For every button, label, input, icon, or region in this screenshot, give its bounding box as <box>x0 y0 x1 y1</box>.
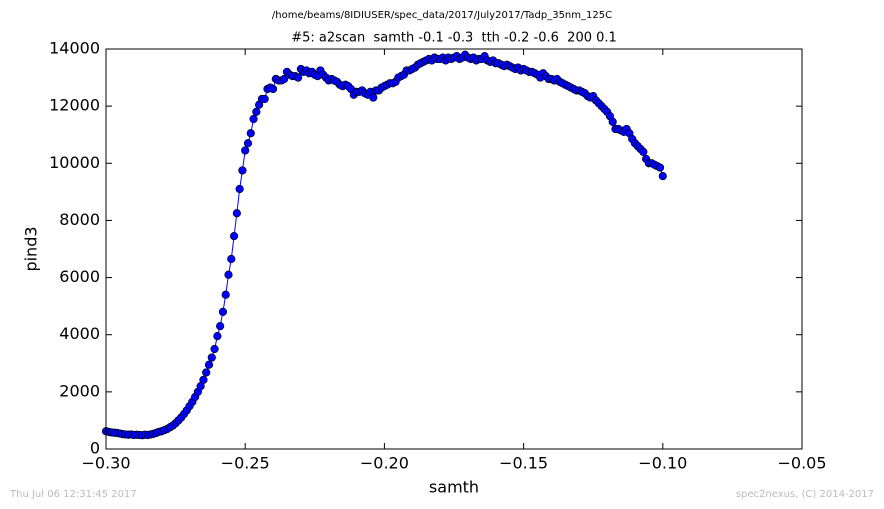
x-tick-label: −0.25 <box>221 454 270 473</box>
y-tick-label: 0 <box>90 439 100 458</box>
y-tick-label: 4000 <box>59 324 100 343</box>
data-point <box>260 94 269 104</box>
data-point <box>202 368 211 377</box>
data-point <box>235 184 244 194</box>
x-tick-label: −0.10 <box>638 454 687 473</box>
data-point <box>246 129 255 138</box>
data-point <box>204 360 214 369</box>
data-point <box>268 84 278 94</box>
data-point <box>229 232 239 241</box>
data-point <box>213 332 222 341</box>
footer-left: Thu Jul 06 12:31:45 2017 <box>9 489 137 500</box>
footer-right: spec2nexus, (C) 2014-2017 <box>736 489 874 500</box>
data-point <box>655 163 665 172</box>
data-point <box>243 139 253 148</box>
x-tick-label: −0.20 <box>360 454 409 473</box>
data-point <box>232 209 241 218</box>
chart-title: #5: a2scan samth -0.1 -0.3 tth -0.2 -0.6… <box>291 31 617 46</box>
x-axis-label: samth <box>429 478 479 497</box>
data-point <box>227 254 236 264</box>
data-point <box>369 93 378 102</box>
y-tick-label: 8000 <box>59 210 100 229</box>
suptitle: /home/beams/8IDIUSER/spec_data/2017/July… <box>272 10 612 21</box>
data-point <box>216 322 225 331</box>
y-tick-label: 14000 <box>49 39 100 58</box>
data-point <box>199 375 208 384</box>
data-point <box>280 74 289 84</box>
data-point <box>608 117 617 126</box>
data-point <box>639 147 648 156</box>
y-tick-label: 10000 <box>49 153 100 172</box>
y-tick-label: 6000 <box>59 267 100 286</box>
data-point <box>210 344 219 354</box>
data-point <box>241 146 250 155</box>
y-axis-label: pind3 <box>22 226 41 271</box>
x-tick-label: −0.30 <box>81 454 130 473</box>
data-point <box>238 166 247 175</box>
x-tick-label: −0.15 <box>499 454 548 473</box>
data-point <box>293 73 303 82</box>
y-tick-label: 12000 <box>49 96 100 115</box>
y-tick-label: 2000 <box>59 381 100 400</box>
data-point <box>224 270 233 279</box>
data-point <box>658 172 667 181</box>
plot-frame <box>105 48 803 450</box>
data-point <box>218 307 228 316</box>
data-point <box>221 290 230 299</box>
x-tick-label: −0.05 <box>777 454 826 473</box>
data-point <box>249 114 258 124</box>
data-point <box>252 107 261 116</box>
data-point <box>207 353 216 362</box>
